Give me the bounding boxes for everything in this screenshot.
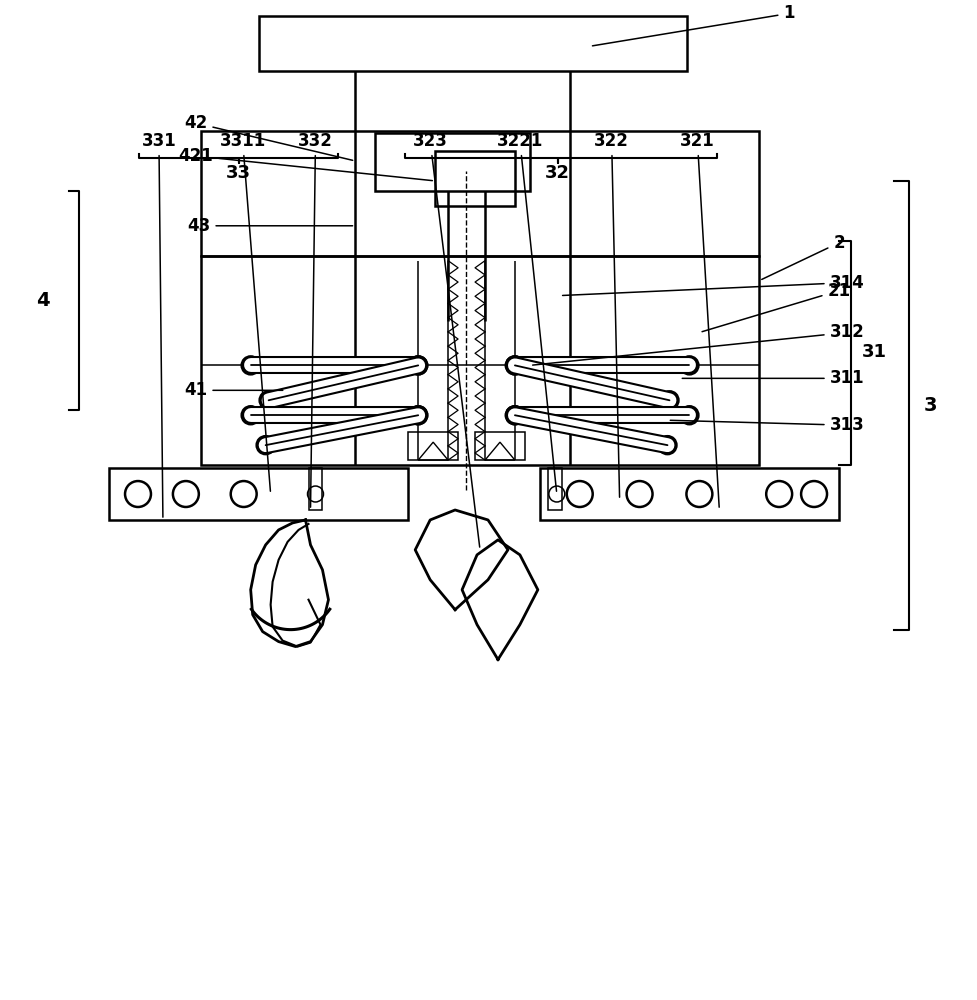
Text: 331: 331 [142, 132, 176, 517]
Bar [540, 468, 839, 520]
Circle shape [409, 356, 427, 374]
Bar [259, 16, 688, 71]
Circle shape [257, 436, 275, 454]
Text: 323: 323 [412, 132, 480, 547]
Text: 4: 4 [36, 291, 50, 310]
Bar [309, 468, 322, 510]
Text: 313: 313 [670, 416, 865, 434]
Circle shape [231, 481, 257, 507]
Text: 21: 21 [702, 282, 851, 332]
Circle shape [801, 481, 828, 507]
Text: 311: 311 [682, 369, 865, 387]
Text: 31: 31 [862, 343, 886, 361]
Bar [475, 432, 525, 460]
Circle shape [409, 406, 427, 424]
Bar [201, 131, 759, 256]
Circle shape [549, 486, 565, 502]
Circle shape [125, 481, 151, 507]
Circle shape [173, 481, 199, 507]
Text: 1: 1 [592, 4, 795, 46]
Circle shape [766, 481, 792, 507]
Circle shape [409, 356, 427, 374]
Bar [375, 133, 530, 191]
Text: 312: 312 [532, 323, 865, 365]
Text: 3221: 3221 [496, 132, 557, 491]
Circle shape [687, 481, 712, 507]
Text: 321: 321 [680, 132, 719, 507]
Circle shape [308, 486, 323, 502]
Circle shape [506, 356, 524, 374]
Bar [109, 468, 408, 520]
Circle shape [506, 406, 524, 424]
Text: 421: 421 [179, 147, 433, 181]
Circle shape [506, 356, 524, 374]
Circle shape [260, 391, 277, 409]
Text: 42: 42 [185, 114, 353, 160]
Circle shape [567, 481, 593, 507]
Bar [435, 151, 515, 206]
Bar [408, 432, 458, 460]
Text: 322: 322 [594, 132, 629, 497]
Text: 43: 43 [188, 217, 353, 235]
Circle shape [506, 406, 524, 424]
Text: 332: 332 [298, 132, 333, 507]
Text: 3311: 3311 [220, 132, 271, 491]
Text: 314: 314 [563, 274, 865, 295]
Text: 33: 33 [227, 164, 251, 182]
Circle shape [660, 391, 678, 409]
Text: 32: 32 [545, 164, 571, 182]
Circle shape [409, 406, 427, 424]
Circle shape [241, 406, 260, 424]
Text: 3: 3 [924, 396, 938, 415]
Circle shape [658, 436, 676, 454]
Circle shape [626, 481, 653, 507]
Bar [548, 468, 562, 510]
Text: 41: 41 [185, 381, 282, 399]
Circle shape [680, 406, 699, 424]
Circle shape [680, 356, 699, 374]
Bar [201, 256, 759, 465]
Text: 2: 2 [762, 234, 845, 279]
Circle shape [241, 356, 260, 374]
